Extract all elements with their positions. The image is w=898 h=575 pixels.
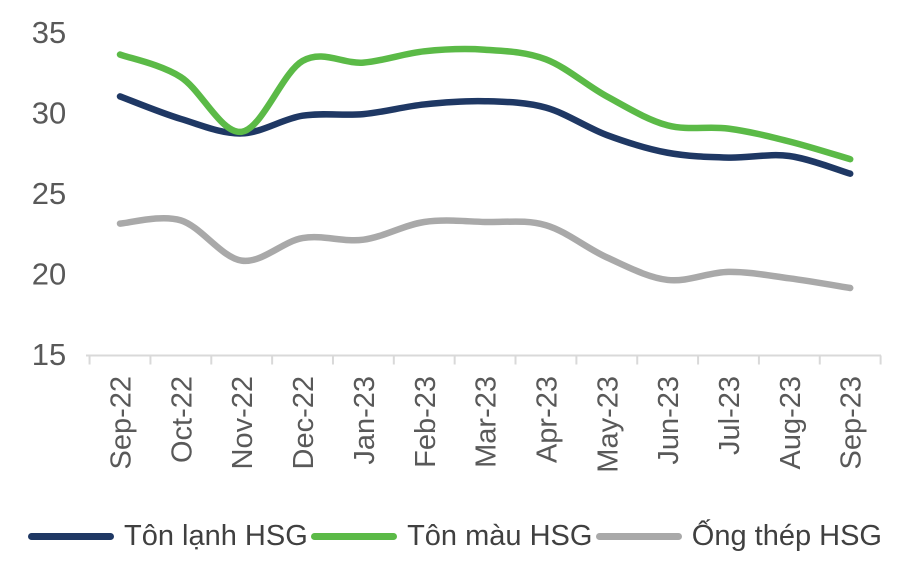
legend-line-swatch-gray xyxy=(595,533,682,540)
legend-item-ong-thep: Ống thép HSG xyxy=(595,520,882,552)
svg-text:15: 15 xyxy=(32,337,66,372)
line-chart: 15 20 25 30 35 Sep-22 Oct-22 Nov-22 Dec-22 Jan-23… xyxy=(32,15,882,473)
svg-text:Mar-23: Mar-23 xyxy=(471,376,503,468)
svg-text:Feb-23: Feb-23 xyxy=(410,376,442,468)
legend-label: Ống thép HSG xyxy=(691,520,882,552)
legend-label: Tôn lạnh HSG xyxy=(124,520,308,552)
svg-text:May-23: May-23 xyxy=(592,376,624,473)
svg-text:Dec-22: Dec-22 xyxy=(288,376,320,470)
svg-text:Sep-23: Sep-23 xyxy=(836,376,868,470)
svg-text:30: 30 xyxy=(32,95,66,130)
svg-text:Oct-22: Oct-22 xyxy=(166,376,198,463)
svg-text:Sep-22: Sep-22 xyxy=(106,376,138,470)
legend-item-ton-lanh: Tôn lạnh HSG xyxy=(28,522,308,551)
svg-text:Jan-23: Jan-23 xyxy=(349,376,381,465)
svg-text:Aug-23: Aug-23 xyxy=(775,376,807,470)
svg-text:35: 35 xyxy=(32,15,66,50)
svg-text:Jul-23: Jul-23 xyxy=(714,376,746,455)
svg-text:Jun-23: Jun-23 xyxy=(653,376,685,465)
legend-line-swatch-green xyxy=(311,533,398,540)
svg-text:Apr-23: Apr-23 xyxy=(531,376,563,463)
svg-text:25: 25 xyxy=(32,176,66,211)
chart-legend: Tôn lạnh HSG Tôn màu HSG Ống thép HSG xyxy=(28,522,882,551)
svg-text:Nov-22: Nov-22 xyxy=(227,376,259,470)
svg-text:20: 20 xyxy=(32,256,66,291)
legend-line-swatch-navy xyxy=(28,533,114,540)
legend-label: Tôn màu HSG xyxy=(407,520,593,552)
legend-item-ton-mau: Tôn màu HSG xyxy=(311,522,592,551)
